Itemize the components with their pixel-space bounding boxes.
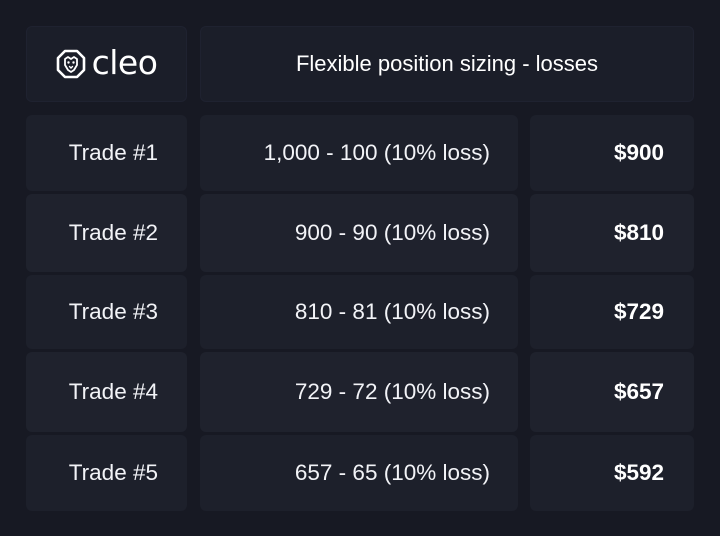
trade-calculation-cell: 1,000 - 100 (10% loss) xyxy=(200,115,518,191)
trade-label-cell: Trade #1 xyxy=(26,115,187,191)
logo-text: cleo xyxy=(91,43,158,82)
trade-calculation: 1,000 - 100 (10% loss) xyxy=(263,140,490,165)
trade-result-cell: $592 xyxy=(530,435,694,511)
trade-calculation-cell: 729 - 72 (10% loss) xyxy=(200,352,518,432)
trade-label: Trade #4 xyxy=(68,379,158,404)
trade-label: Trade #5 xyxy=(68,460,158,485)
trade-result: $810 xyxy=(613,220,664,245)
lion-head-icon xyxy=(56,49,86,79)
trade-calculation: 657 - 65 (10% loss) xyxy=(294,460,490,485)
trade-result-cell: $657 xyxy=(530,352,694,432)
table-title-card: Flexible position sizing - losses xyxy=(200,26,694,102)
trade-result-cell: $900 xyxy=(530,115,694,191)
trade-result: $729 xyxy=(613,299,664,324)
trade-calculation: 729 - 72 (10% loss) xyxy=(294,379,490,404)
trade-label-cell: Trade #2 xyxy=(26,194,187,272)
trade-label-cell: Trade #3 xyxy=(26,275,187,349)
page-title: Flexible position sizing - losses xyxy=(295,51,599,76)
trade-result: $900 xyxy=(613,140,664,165)
logo-card: cleo xyxy=(26,26,187,102)
trade-calculation-cell: 900 - 90 (10% loss) xyxy=(200,194,518,272)
trade-label-cell: Trade #5 xyxy=(26,435,187,511)
trade-label: Trade #2 xyxy=(68,220,158,245)
trade-label-cell: Trade #4 xyxy=(26,352,187,432)
trade-calculation-cell: 657 - 65 (10% loss) xyxy=(200,435,518,511)
trade-label: Trade #1 xyxy=(68,140,158,165)
trade-calculation: 810 - 81 (10% loss) xyxy=(294,299,490,324)
trade-calculation: 900 - 90 (10% loss) xyxy=(294,220,490,245)
trade-label: Trade #3 xyxy=(68,299,158,324)
trade-result: $592 xyxy=(613,460,664,485)
trade-calculation-cell: 810 - 81 (10% loss) xyxy=(200,275,518,349)
trade-result-cell: $729 xyxy=(530,275,694,349)
trade-result-cell: $810 xyxy=(530,194,694,272)
trade-result: $657 xyxy=(613,379,664,404)
